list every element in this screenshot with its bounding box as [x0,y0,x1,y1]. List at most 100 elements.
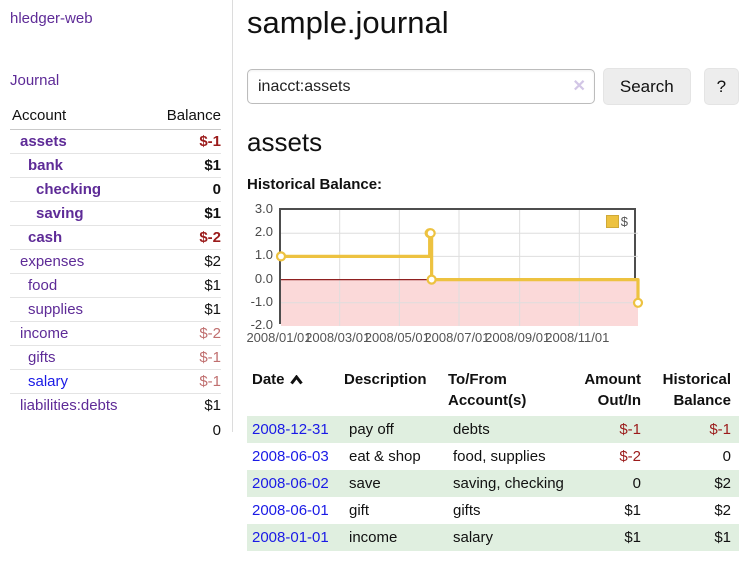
y-tick-label: -2.0 [250,317,273,332]
register-header-date[interactable]: Date [247,367,344,416]
register-header-accounts: To/From Account(s) [448,371,527,409]
legend-swatch-icon [605,215,619,228]
chart-title: Historical Balance: [247,176,383,193]
x-tick-label: 2008/05/01 [364,330,430,345]
register-header-balance: Historical Balance [662,371,731,409]
account-balance: $-1 [148,345,221,370]
account-row: liabilities:debts $1 [10,393,221,417]
account-link-cash[interactable]: cash [28,229,63,246]
transaction-date-link[interactable]: 2008-06-01 [252,502,329,519]
account-row: bank $1 [10,153,221,178]
transaction-balance: $2 [714,502,731,519]
y-tick-label: 3.0 [254,201,273,216]
transaction-accounts: saving, checking [453,475,564,492]
chart-plot-area: $ [275,208,644,326]
transaction-amount: $1 [624,529,641,546]
account-link-assets[interactable]: assets [20,133,67,150]
account-link-saving[interactable]: saving [36,205,84,222]
y-tick-label: -1.0 [250,293,273,309]
accounts-total-value: 0 [212,422,221,439]
search-bar: ✕ Search ? [247,68,739,105]
register-row: 2008-12-31 pay off debts $-1 $-1 [247,416,739,443]
register-row: 2008-06-01 gift gifts $1 $2 [247,497,739,524]
transaction-accounts: gifts [453,502,481,519]
sidebar-item-journal[interactable]: Journal [10,72,60,89]
account-row: cash $-2 [10,225,221,250]
x-tick-label: 2008/03/01 [305,330,371,345]
register-row: 2008-06-03 eat & shop food, supplies $-2 0 [247,443,739,470]
historical-balance-chart: $ 3.0 2.0 1.0 0.0 -1.0 -2.0 2008/01/01 2008/03… [246,201,739,346]
account-link-supplies[interactable]: supplies [28,301,84,318]
transaction-description: eat & shop [349,448,421,465]
x-tick-label: 2008/11/01 [545,330,610,345]
transaction-balance: $-1 [709,421,731,438]
account-balance: $1 [148,393,221,417]
register-table: Date Description To/From Account(s) Amou… [247,367,739,551]
search-button[interactable]: Search [602,68,691,105]
transaction-description: gift [349,502,370,519]
help-button[interactable]: ? [703,68,739,105]
account-balance: $1 [148,273,221,298]
account-link-expenses[interactable]: expenses [20,253,85,270]
legend-label: $ [620,214,628,229]
account-link-food[interactable]: food [28,277,58,294]
accounts-header-account: Account [10,107,149,130]
account-link-bank[interactable]: bank [28,157,64,174]
account-row: expenses $2 [10,249,221,274]
transaction-accounts: salary [453,529,494,546]
accounts-table: Account Balance assets $-1 bank $1 checking 0… [10,107,221,442]
app-brand-link[interactable]: hledger-web [10,10,93,27]
transaction-amount: $1 [624,502,641,519]
account-link-liabilities-debts[interactable]: liabilities:debts [20,397,118,414]
account-row: checking 0 [10,177,221,202]
chart-line-svg [275,210,644,326]
transaction-accounts: debts [453,421,490,438]
transaction-date-link[interactable]: 2008-06-03 [252,448,329,465]
transaction-date-link[interactable]: 2008-01-01 [252,529,329,546]
account-balance: $1 [148,201,221,226]
x-tick-label: 2008/01/01 [246,330,312,345]
account-row: gifts $-1 [10,345,221,370]
account-balance: $1 [148,153,221,178]
account-balance: $1 [148,297,221,322]
main-content: sample.journal ✕ Search ? assets Histori… [246,0,739,551]
register-header-amount: Amount Out/In [584,371,641,409]
account-balance: $-2 [148,321,221,346]
account-link-income[interactable]: income [20,325,69,342]
sidebar: hledger-web Journal Account Balance asse… [0,0,233,439]
account-link-salary[interactable]: salary [28,373,69,390]
transaction-description: pay off [349,421,394,438]
account-balance: $-1 [199,133,221,150]
account-row: assets $-1 [10,130,221,154]
account-link-gifts[interactable]: gifts [28,349,56,366]
accounts-header-balance: Balance [148,107,221,130]
x-tick-label: 2008/09/01 [485,330,551,345]
register-row: 2008-01-01 income salary $1 $1 [247,524,739,551]
transaction-amount: $-1 [619,421,641,438]
accounts-total-row: 0 [10,417,221,442]
register-header-description: Description [344,371,427,388]
transaction-date-link[interactable]: 2008-12-31 [252,421,329,438]
transaction-description: save [349,475,381,492]
chart-legend: $ [603,213,630,230]
account-row: food $1 [10,273,221,298]
clear-search-icon[interactable]: ✕ [572,78,586,95]
account-balance: $2 [148,249,221,274]
sort-ascending-icon [289,374,303,385]
account-title: assets [247,127,323,157]
search-input[interactable] [247,69,595,104]
account-row: supplies $1 [10,297,221,322]
account-row: salary $-1 [10,369,221,394]
transaction-accounts: food, supplies [453,448,546,465]
transaction-amount: $-2 [619,448,641,465]
account-link-checking[interactable]: checking [36,181,102,198]
transaction-date-link[interactable]: 2008-06-02 [252,475,329,492]
page-title: sample.journal [247,5,449,40]
transaction-balance: $2 [714,475,731,492]
account-balance: 0 [148,177,221,202]
y-tick-label: 0.0 [254,270,273,286]
account-balance: $-2 [148,225,221,250]
y-tick-label: 1.0 [254,247,273,263]
register-row: 2008-06-02 save saving, checking 0 $2 [247,470,739,497]
x-tick-label: 2008/07/01 [424,330,490,345]
